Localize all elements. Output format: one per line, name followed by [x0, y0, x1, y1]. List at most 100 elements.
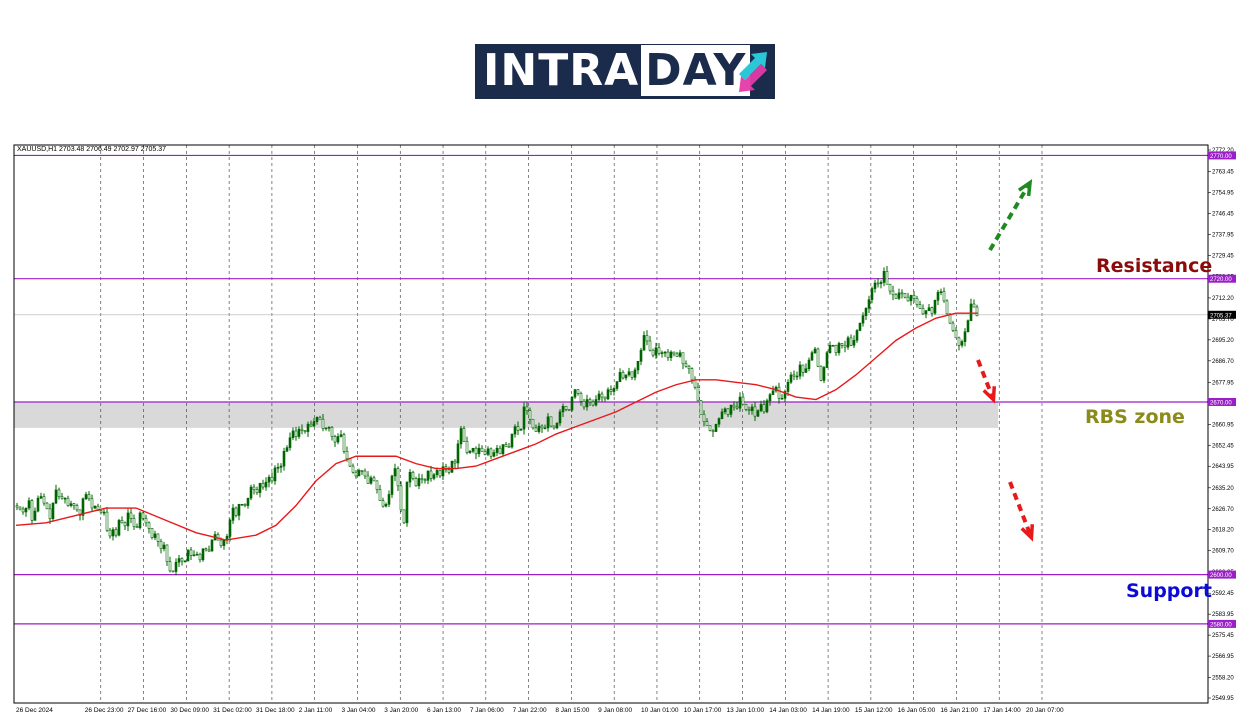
x-tick-label: 15 Jan 12:00: [855, 707, 893, 714]
candle-body: [42, 496, 46, 504]
candle-body: [492, 452, 496, 457]
candle-body: [195, 553, 199, 556]
candle-body: [975, 306, 979, 316]
candle-body: [672, 351, 676, 355]
y-tick-label: 2592.45: [1212, 591, 1234, 597]
candle-body: [510, 433, 514, 448]
candle-body: [561, 406, 565, 413]
candle-body: [819, 365, 823, 381]
candle-body: [69, 503, 73, 506]
candle-body: [918, 304, 922, 309]
candle-body: [354, 471, 358, 477]
candle-body: [837, 343, 841, 353]
level-tag-label: 2580.00: [1210, 622, 1232, 628]
candle-body: [537, 425, 541, 432]
y-tick-label: 2660.95: [1212, 422, 1234, 428]
symbol-info: XAUUSD,H1 2703.48 2706.49 2702.97 2705.3…: [17, 146, 167, 153]
candle-body: [240, 504, 244, 506]
candle-body: [84, 494, 88, 500]
level-tag: [1208, 274, 1236, 283]
candle-body: [390, 475, 394, 495]
candle-body: [174, 561, 178, 572]
candle-body: [450, 460, 454, 473]
candle-body: [636, 361, 640, 371]
candle-body: [237, 504, 241, 516]
candle-body: [102, 511, 106, 514]
candle-body: [183, 560, 187, 563]
candle-body: [297, 428, 301, 437]
candle-body: [432, 474, 436, 479]
current-price-tag: [1208, 310, 1236, 319]
candle-body: [81, 498, 85, 516]
candle-body: [270, 476, 274, 482]
x-tick-label: 16 Jan 05:00: [898, 707, 936, 714]
candle-body: [852, 340, 856, 346]
x-tick-label: 10 Jan 17:00: [684, 707, 722, 714]
candle-body: [969, 303, 973, 321]
candle-body: [621, 372, 625, 379]
candle-body: [429, 470, 433, 479]
candle-body: [78, 509, 82, 516]
candle-body: [246, 497, 250, 506]
candle-body: [657, 347, 661, 354]
candle-body: [501, 444, 505, 455]
candle-body: [927, 307, 931, 312]
candle-body: [552, 425, 556, 429]
candle-body: [945, 300, 949, 315]
candle-body: [576, 389, 580, 394]
candle-body: [699, 400, 703, 415]
candle-body: [804, 368, 808, 373]
y-tick-label: 2549.95: [1212, 696, 1234, 702]
candle-body: [531, 418, 535, 429]
candle-body: [939, 291, 943, 293]
candle-body: [834, 344, 838, 353]
candle-body: [438, 470, 442, 477]
candle-body: [894, 294, 898, 299]
candle-body: [567, 409, 571, 411]
candle-body: [903, 293, 907, 298]
candle-body: [300, 428, 304, 431]
x-tick-label: 14 Jan 03:00: [769, 707, 807, 714]
candle-body: [906, 296, 910, 302]
y-tick-label: 2652.45: [1212, 443, 1234, 449]
candle-body: [924, 310, 928, 315]
level-tag-label: 2770.00: [1210, 154, 1232, 160]
candle-body: [597, 393, 601, 400]
y-tick-label: 2729.45: [1212, 253, 1234, 259]
candle-body: [345, 451, 349, 460]
candle-body: [768, 394, 772, 402]
x-tick-label: 8 Jan 15:00: [555, 707, 589, 714]
candle-body: [714, 423, 718, 432]
candle-body: [963, 331, 967, 342]
candle-body: [99, 510, 103, 513]
candle-body: [708, 425, 712, 431]
candle-body: [825, 352, 829, 368]
candle-body: [624, 374, 628, 379]
level-tag: [1208, 619, 1236, 628]
candle-body: [867, 299, 871, 309]
candle-body: [63, 497, 67, 500]
candle-body: [285, 447, 289, 452]
candle-body: [855, 330, 859, 341]
candle-body: [897, 292, 901, 299]
logo-text-part2: DAY: [641, 45, 751, 96]
x-tick-label: 17 Jan 14:00: [983, 707, 1021, 714]
candle-body: [171, 570, 175, 573]
candle-body: [822, 367, 826, 381]
candle-body: [141, 512, 145, 519]
candle-body: [810, 352, 814, 361]
y-tick-label: 2754.95: [1212, 191, 1234, 197]
candle-body: [555, 422, 559, 429]
candle-body: [729, 404, 733, 415]
candle-body: [600, 393, 604, 398]
x-tick-label: 30 Dec 09:00: [170, 707, 209, 714]
level-tag-label: 2720.00: [1210, 277, 1232, 283]
bearish-arrow-2-head: [1020, 524, 1035, 542]
level-tag-label: 2600.00: [1210, 573, 1232, 579]
candle-body: [462, 428, 466, 442]
x-tick-label: 27 Dec 16:00: [128, 707, 167, 714]
candle-body: [474, 447, 478, 455]
x-tick-label: 3 Jan 04:00: [341, 707, 375, 714]
logo-arrows-icon: [739, 52, 767, 92]
candle-body: [189, 549, 193, 556]
